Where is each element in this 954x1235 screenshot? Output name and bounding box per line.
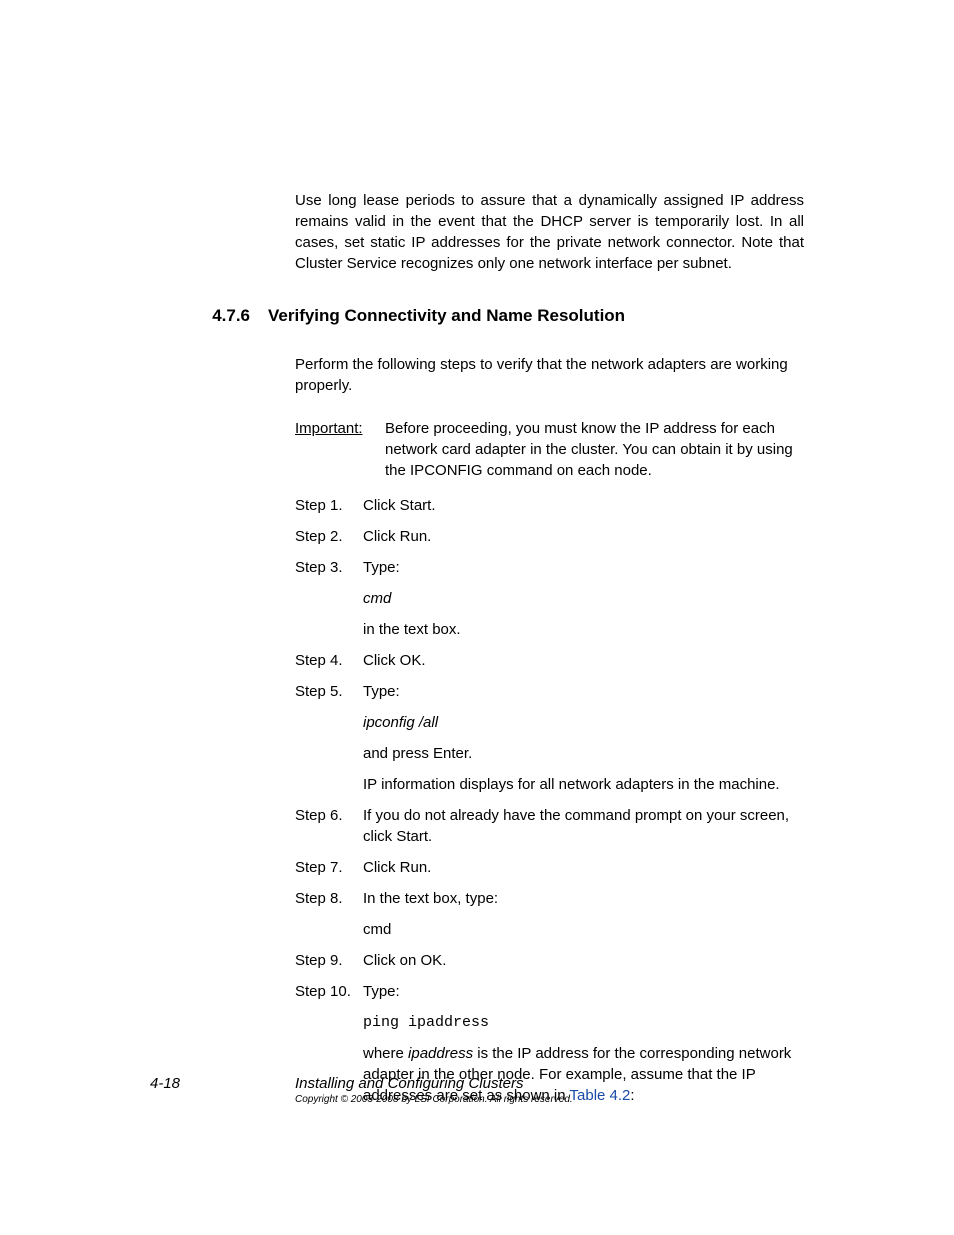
section-title: Verifying Connectivity and Name Resoluti… — [268, 306, 804, 326]
step-label: Step 9. — [295, 950, 363, 971]
step-text: Click on OK. — [363, 950, 804, 971]
step-text: Click Start. — [363, 495, 804, 516]
step-command: cmd — [363, 588, 804, 609]
footer-title: Installing and Configuring Clusters — [295, 1075, 804, 1092]
important-note: Important: Before proceeding, you must k… — [295, 418, 804, 481]
step-label: Step 6. — [295, 805, 363, 847]
step-7: Step 7. Click Run. — [295, 857, 804, 878]
step-body: Type: ipconfig /all and press Enter. IP … — [363, 681, 804, 795]
step-9: Step 9. Click on OK. — [295, 950, 804, 971]
footer-copyright: Copyright © 2003-2008 by LSI Corporation… — [295, 1094, 804, 1105]
step-label: Step 2. — [295, 526, 363, 547]
page-footer: 4-18 Installing and Configuring Clusters… — [150, 1075, 804, 1105]
step-label: Step 4. — [295, 650, 363, 671]
step-3: Step 3. Type: cmd in the text box. — [295, 557, 804, 640]
step-after-ital: ipaddress — [408, 1045, 473, 1062]
important-label: Important: — [295, 418, 385, 481]
step-after-1: and press Enter. — [363, 743, 804, 764]
step-label: Step 1. — [295, 495, 363, 516]
step-text: If you do not already have the command p… — [363, 805, 804, 847]
step-8: Step 8. In the text box, type: cmd — [295, 888, 804, 940]
step-6: Step 6. If you do not already have the c… — [295, 805, 804, 847]
section-number: 4.7.6 — [180, 306, 268, 326]
step-text: In the text box, type: — [363, 888, 804, 909]
step-after-pre: where — [363, 1045, 408, 1062]
step-command: cmd — [363, 919, 804, 940]
document-page: Use long lease periods to assure that a … — [0, 0, 954, 1235]
step-label: Step 8. — [295, 888, 363, 940]
step-label: Step 3. — [295, 557, 363, 640]
step-body: In the text box, type: cmd — [363, 888, 804, 940]
step-body: Type: cmd in the text box. — [363, 557, 804, 640]
section-heading: 4.7.6 Verifying Connectivity and Name Re… — [180, 306, 804, 326]
page-number: 4-18 — [150, 1075, 295, 1105]
lead-paragraph: Perform the following steps to verify th… — [295, 354, 804, 396]
step-text: Click Run. — [363, 857, 804, 878]
step-command: ping ipaddress — [363, 1012, 804, 1033]
step-after: in the text box. — [363, 619, 804, 640]
step-text: Type: — [363, 557, 804, 578]
step-command: ipconfig /all — [363, 712, 804, 733]
intro-paragraph: Use long lease periods to assure that a … — [295, 190, 804, 274]
footer-text: Installing and Configuring Clusters Copy… — [295, 1075, 804, 1105]
step-label: Step 7. — [295, 857, 363, 878]
step-after-2: IP information displays for all network … — [363, 774, 804, 795]
step-text: Type: — [363, 981, 804, 1002]
step-1: Step 1. Click Start. — [295, 495, 804, 516]
step-4: Step 4. Click OK. — [295, 650, 804, 671]
step-label: Step 5. — [295, 681, 363, 795]
step-text: Type: — [363, 681, 804, 702]
important-text: Before proceeding, you must know the IP … — [385, 418, 804, 481]
step-text: Click OK. — [363, 650, 804, 671]
step-text: Click Run. — [363, 526, 804, 547]
step-2: Step 2. Click Run. — [295, 526, 804, 547]
step-5: Step 5. Type: ipconfig /all and press En… — [295, 681, 804, 795]
